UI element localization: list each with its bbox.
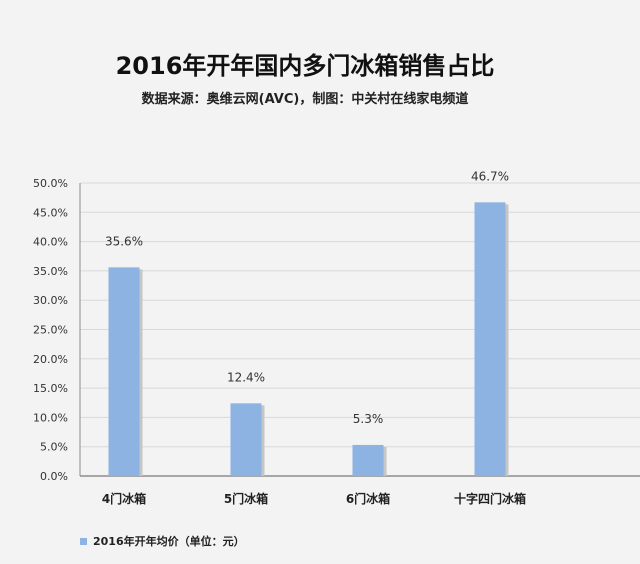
- legend-label: 2016年开年均价（单位：元）: [93, 535, 245, 548]
- y-tick-label: 15.0%: [33, 382, 68, 395]
- x-tick-label: 4门冰箱: [102, 491, 146, 506]
- y-tick-label: 35.0%: [33, 265, 68, 278]
- y-tick-label: 10.0%: [33, 411, 68, 424]
- chart-title: 2016年开年国内多门冰箱销售占比: [115, 52, 495, 80]
- chart-subtitle: 数据来源：奥维云网(AVC)，制图：中关村在线家电频道: [141, 92, 469, 107]
- bar: [474, 202, 506, 476]
- data-label: 5.3%: [353, 412, 384, 426]
- bar: [108, 267, 140, 476]
- y-tick-label: 40.0%: [33, 236, 68, 249]
- y-tick-label: 20.0%: [33, 353, 68, 366]
- x-tick-label: 6门冰箱: [346, 491, 390, 506]
- data-label: 35.6%: [105, 234, 143, 248]
- y-tick-label: 5.0%: [40, 441, 68, 454]
- x-tick-label: 十字四门冰箱: [454, 491, 526, 506]
- legend-swatch: [80, 537, 87, 545]
- y-tick-label: 0.0%: [40, 470, 68, 483]
- data-label: 12.4%: [227, 370, 265, 384]
- y-tick-label: 30.0%: [33, 294, 68, 307]
- bar: [352, 444, 384, 476]
- y-tick-label: 25.0%: [33, 324, 68, 337]
- y-tick-label: 45.0%: [33, 206, 68, 219]
- y-tick-label: 50.0%: [33, 177, 68, 190]
- data-label: 46.7%: [471, 169, 509, 183]
- legend: 2016年开年均价（单位：元）: [80, 533, 245, 549]
- bar: [230, 403, 262, 476]
- x-tick-label: 5门冰箱: [224, 491, 268, 506]
